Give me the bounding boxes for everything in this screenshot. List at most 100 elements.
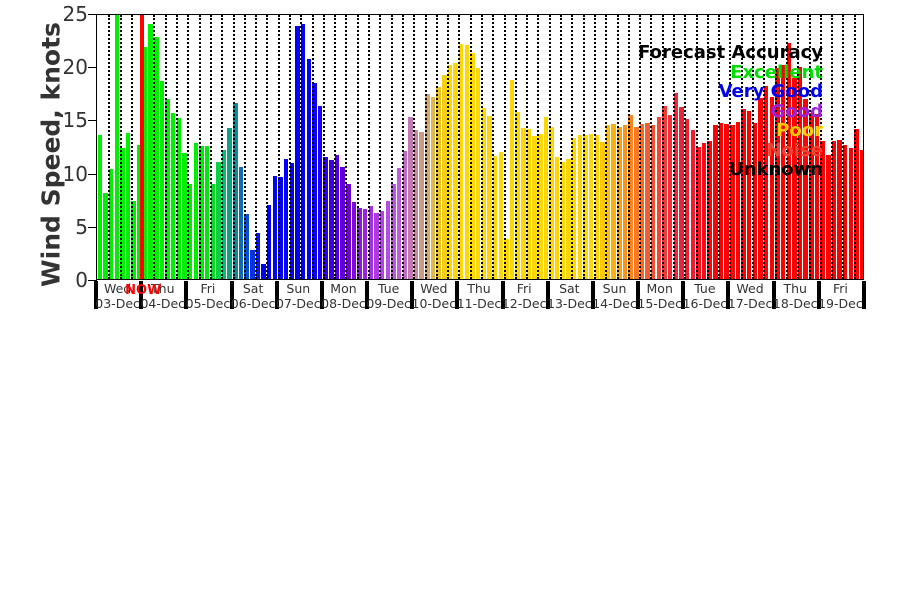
x-axis-day-label: Mon 08-Dec: [321, 281, 366, 311]
bar: [707, 140, 712, 279]
bar: [210, 184, 216, 279]
x-axis-day-name: Sun: [286, 281, 311, 296]
bar: [487, 116, 492, 279]
gridline: [560, 15, 563, 279]
x-axis-day-date: 19-Dec: [818, 296, 863, 311]
y-axis-tick-label: 10: [62, 161, 88, 186]
x-axis-day-divider: [319, 281, 324, 309]
bar: [780, 65, 786, 279]
x-axis-day-divider: [139, 281, 144, 309]
bar: [346, 184, 351, 279]
x-axis-day-divider: [681, 281, 686, 309]
gridline: [401, 15, 404, 279]
bar: [713, 124, 718, 279]
y-axis-tick-label: 5: [75, 214, 88, 239]
gridline: [164, 15, 167, 279]
bar: [775, 68, 780, 279]
gridline: [706, 15, 709, 279]
x-axis-day-name: Mon: [646, 281, 673, 296]
x-axis-day-date: 03-Dec: [95, 296, 140, 311]
x-axis-day-date: 12-Dec: [501, 296, 547, 311]
bar: [283, 158, 289, 279]
bar: [255, 233, 261, 279]
x-axis-day-name: Wed: [420, 281, 448, 296]
gridline: [503, 15, 506, 279]
x-axis-day-name: Fri: [200, 281, 216, 296]
gridline: [390, 15, 393, 279]
bar: [848, 148, 854, 279]
bar: [442, 74, 447, 279]
bar: [340, 167, 345, 279]
bar: [131, 201, 136, 279]
gridline: [627, 15, 630, 279]
x-axis-day-name: Sat: [559, 281, 580, 296]
bar: [233, 103, 238, 279]
legend-entry-excellent: Excellent: [730, 61, 823, 83]
gridline: [571, 15, 574, 279]
bar: [379, 210, 385, 279]
bar: [583, 135, 588, 279]
bar: [425, 93, 430, 279]
bar: [684, 119, 690, 279]
gridline: [108, 15, 111, 279]
bar: [137, 144, 142, 279]
gridline: [514, 15, 517, 279]
bar: [752, 122, 758, 279]
bar: [718, 122, 724, 279]
gridline: [819, 15, 822, 279]
bar: [199, 146, 204, 279]
bar: [453, 63, 458, 279]
gridline: [221, 15, 224, 279]
gridline: [345, 15, 348, 279]
x-axis-day-name: Mon: [330, 281, 357, 296]
x-axis-day-label: Sun 14-Dec: [592, 281, 637, 311]
x-axis-day-date: 07-Dec: [275, 296, 321, 311]
bar: [165, 99, 170, 279]
gridline: [300, 15, 303, 279]
bar: [515, 111, 520, 279]
y-axis-tick: [88, 280, 97, 281]
bar: [521, 127, 526, 279]
x-axis-day-date: 06-Dec: [230, 296, 276, 311]
bar: [554, 156, 560, 279]
x-axis-day-divider: [410, 281, 415, 309]
x-axis-day-name: Tue: [377, 281, 400, 296]
bar: [97, 135, 103, 279]
gridline: [831, 15, 834, 279]
bar: [679, 106, 684, 279]
bar: [204, 146, 210, 279]
bar: [696, 147, 701, 279]
bar: [374, 213, 379, 279]
x-axis-day-name: Sat: [242, 281, 264, 296]
x-axis-day-name: Tue: [694, 281, 716, 296]
gridline: [853, 15, 856, 279]
x-axis-day-date: 16-Dec: [682, 296, 728, 311]
bar: [645, 122, 650, 279]
bar: [419, 132, 424, 279]
y-axis-tick-label: 15: [62, 108, 88, 133]
bar: [650, 124, 656, 279]
x-axis-day-name: Fri: [832, 281, 848, 296]
gridline: [119, 15, 122, 279]
x-axis-day-name: Wed: [103, 281, 132, 296]
gridline: [266, 15, 269, 279]
bar: [396, 168, 402, 279]
y-axis-tick: [88, 120, 97, 122]
bar: [187, 184, 193, 279]
gridline: [548, 15, 551, 279]
bar: [667, 115, 673, 279]
bar: [329, 159, 334, 279]
x-axis-day-divider: [500, 281, 505, 309]
gridline: [740, 15, 743, 279]
x-axis-day-date: 04-Dec: [140, 296, 186, 311]
y-axis-tick-label: 25: [62, 2, 88, 26]
bar: [447, 65, 453, 279]
bar: [238, 167, 244, 279]
bar: [464, 44, 470, 279]
x-axis-day-divider: [816, 281, 821, 309]
bar: [216, 161, 221, 279]
bar: [170, 113, 176, 279]
gridline: [255, 15, 258, 279]
gridline: [368, 15, 371, 279]
